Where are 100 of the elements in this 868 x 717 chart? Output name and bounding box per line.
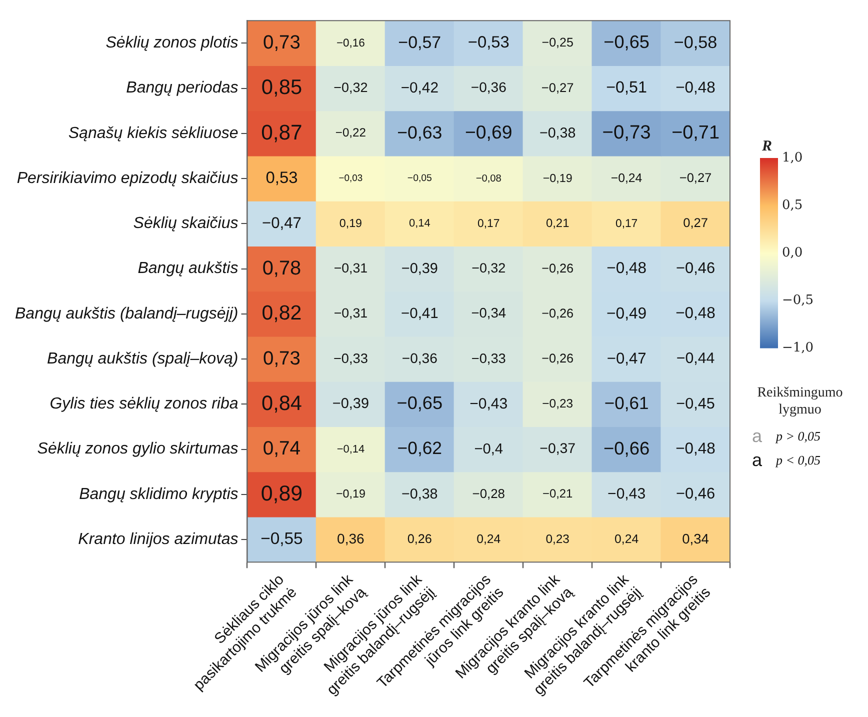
text: a p < 0,05 (752, 450, 822, 470)
data-label: −0,19 (542, 172, 572, 185)
data-label: 0,21 (546, 216, 570, 230)
data-label: 0,78 (262, 257, 302, 280)
data-label: −0,62 (397, 438, 442, 458)
data-label: −0,4 (474, 441, 504, 458)
y-tick-label: Bangų periodas (126, 80, 238, 97)
y-tick-label: Sėklių zonos gylio skirtumas (37, 440, 238, 458)
color-bar-label: −1,0 (782, 340, 814, 356)
data-label: −0,43 (608, 486, 646, 503)
data-label: −0,61 (604, 392, 649, 413)
data-label: −0,47 (262, 214, 302, 232)
color-bar-title: R (761, 138, 772, 154)
color-bar-label: −0,5 (782, 292, 814, 308)
data-label: −0,63 (397, 122, 442, 142)
data-label: −0,71 (672, 122, 720, 144)
color-bar-label: 0,5 (782, 198, 803, 213)
data-label: −0,49 (606, 305, 647, 322)
y-tick-label: Bangų aukštis (spalį–kovą) (47, 350, 238, 368)
data-label: −0,14 (336, 443, 365, 456)
data-label: 0,26 (407, 532, 432, 546)
y-tick-label: Bangų aukštis (balandį–rugsėjį) (14, 305, 238, 322)
data-label: −0,65 (396, 393, 443, 414)
data-label: −0,33 (333, 350, 368, 366)
data-label: −0,44 (676, 350, 715, 368)
data-label: −0,66 (603, 437, 650, 458)
y-tick-label: Sąnašų kiekis sėkliuose (68, 124, 238, 142)
data-label: −0,65 (604, 32, 650, 52)
data-label: −0,53 (468, 34, 510, 52)
data-label: 0,87 (261, 121, 302, 144)
data-label: −0,34 (471, 306, 506, 321)
data-label: −0,28 (472, 486, 505, 501)
data-label: −0,48 (676, 80, 716, 97)
data-label: −0,39 (332, 396, 369, 412)
data-label: 0,73 (263, 32, 300, 54)
data-label: −0,51 (606, 78, 647, 97)
data-label: 0,24 (614, 532, 639, 546)
data-label: 0,89 (260, 481, 303, 506)
data-label: −0,48 (606, 260, 647, 278)
color-bar-label: 0,0 (782, 245, 803, 260)
data-label: −0,36 (470, 79, 507, 96)
data-label: −0,26 (542, 306, 574, 320)
data-label: −0,41 (401, 306, 438, 322)
data-label: −0,58 (674, 32, 718, 52)
data-label: 0,36 (337, 530, 365, 546)
data-label: −0,73 (602, 122, 651, 144)
data-label: −0,25 (542, 36, 574, 50)
data-label: −0,26 (542, 261, 574, 276)
data-label: 0,17 (615, 218, 638, 230)
data-label: −0,47 (606, 350, 646, 368)
data-label: −0,24 (610, 170, 642, 185)
data-label: −0,31 (334, 260, 368, 276)
data-label: 0,84 (262, 392, 302, 415)
y-tick-label: Sėklių skaičius (133, 215, 238, 232)
data-label: 0,27 (683, 215, 708, 230)
data-label: −0,21 (542, 486, 574, 501)
data-label: −0,19 (336, 488, 366, 501)
text: a p > 0,05 (752, 426, 822, 446)
data-label: −0,16 (336, 37, 365, 50)
data-label: 0,85 (261, 76, 302, 100)
data-label: −0,48 (676, 305, 716, 322)
data-label: 0,82 (262, 302, 302, 325)
y-tick-label: Bangų sklidimo kryptis (79, 486, 238, 503)
data-label: −0,22 (335, 126, 366, 140)
data-label: −0,05 (407, 173, 432, 184)
data-label: −0,69 (465, 122, 512, 143)
data-label: −0,31 (334, 306, 368, 321)
data-label: −0,08 (476, 173, 502, 184)
data-label: −0,46 (676, 486, 716, 503)
data-label: −0,57 (398, 32, 442, 52)
data-label: −0,26 (542, 352, 574, 366)
data-label: 0,73 (263, 348, 300, 370)
data-label: −0,23 (542, 396, 574, 411)
data-label: −0,36 (402, 350, 438, 366)
data-label: −0,55 (260, 529, 303, 548)
data-label: 0,24 (476, 532, 501, 546)
data-label: −0,32 (472, 260, 506, 276)
data-label: −0,33 (471, 350, 506, 366)
data-label: −0,27 (679, 170, 712, 186)
y-tick-label: Kranto linijos azimutas (78, 530, 238, 548)
data-label: −0,27 (541, 80, 574, 95)
y-tick-label: Sėklių zonos plotis (106, 34, 238, 52)
data-label: 0,53 (266, 169, 298, 188)
data-label: −0,48 (676, 440, 716, 458)
data-label: 0,17 (478, 218, 500, 230)
data-label: −0,32 (334, 80, 368, 95)
data-label: −0,43 (470, 395, 508, 412)
data-label: −0,46 (676, 260, 716, 278)
y-tick-label: Bangų aukštis (138, 260, 238, 278)
color-bar-label: 1,0 (782, 150, 803, 166)
data-label: 0,74 (262, 438, 301, 460)
data-label: −0,42 (400, 80, 438, 96)
y-tick-label: Persirikiavimo epizodų skaičius (16, 170, 238, 187)
y-tick-label: Gylis ties sėklių zonos riba (50, 396, 238, 413)
data-label: 0,23 (546, 532, 570, 546)
data-label: 0,14 (408, 218, 430, 230)
data-label: 0,34 (682, 531, 710, 546)
text: Reikšmingumo lygmuo (757, 386, 843, 418)
data-label: −0,38 (402, 486, 438, 502)
data-label: −0,39 (401, 260, 438, 277)
